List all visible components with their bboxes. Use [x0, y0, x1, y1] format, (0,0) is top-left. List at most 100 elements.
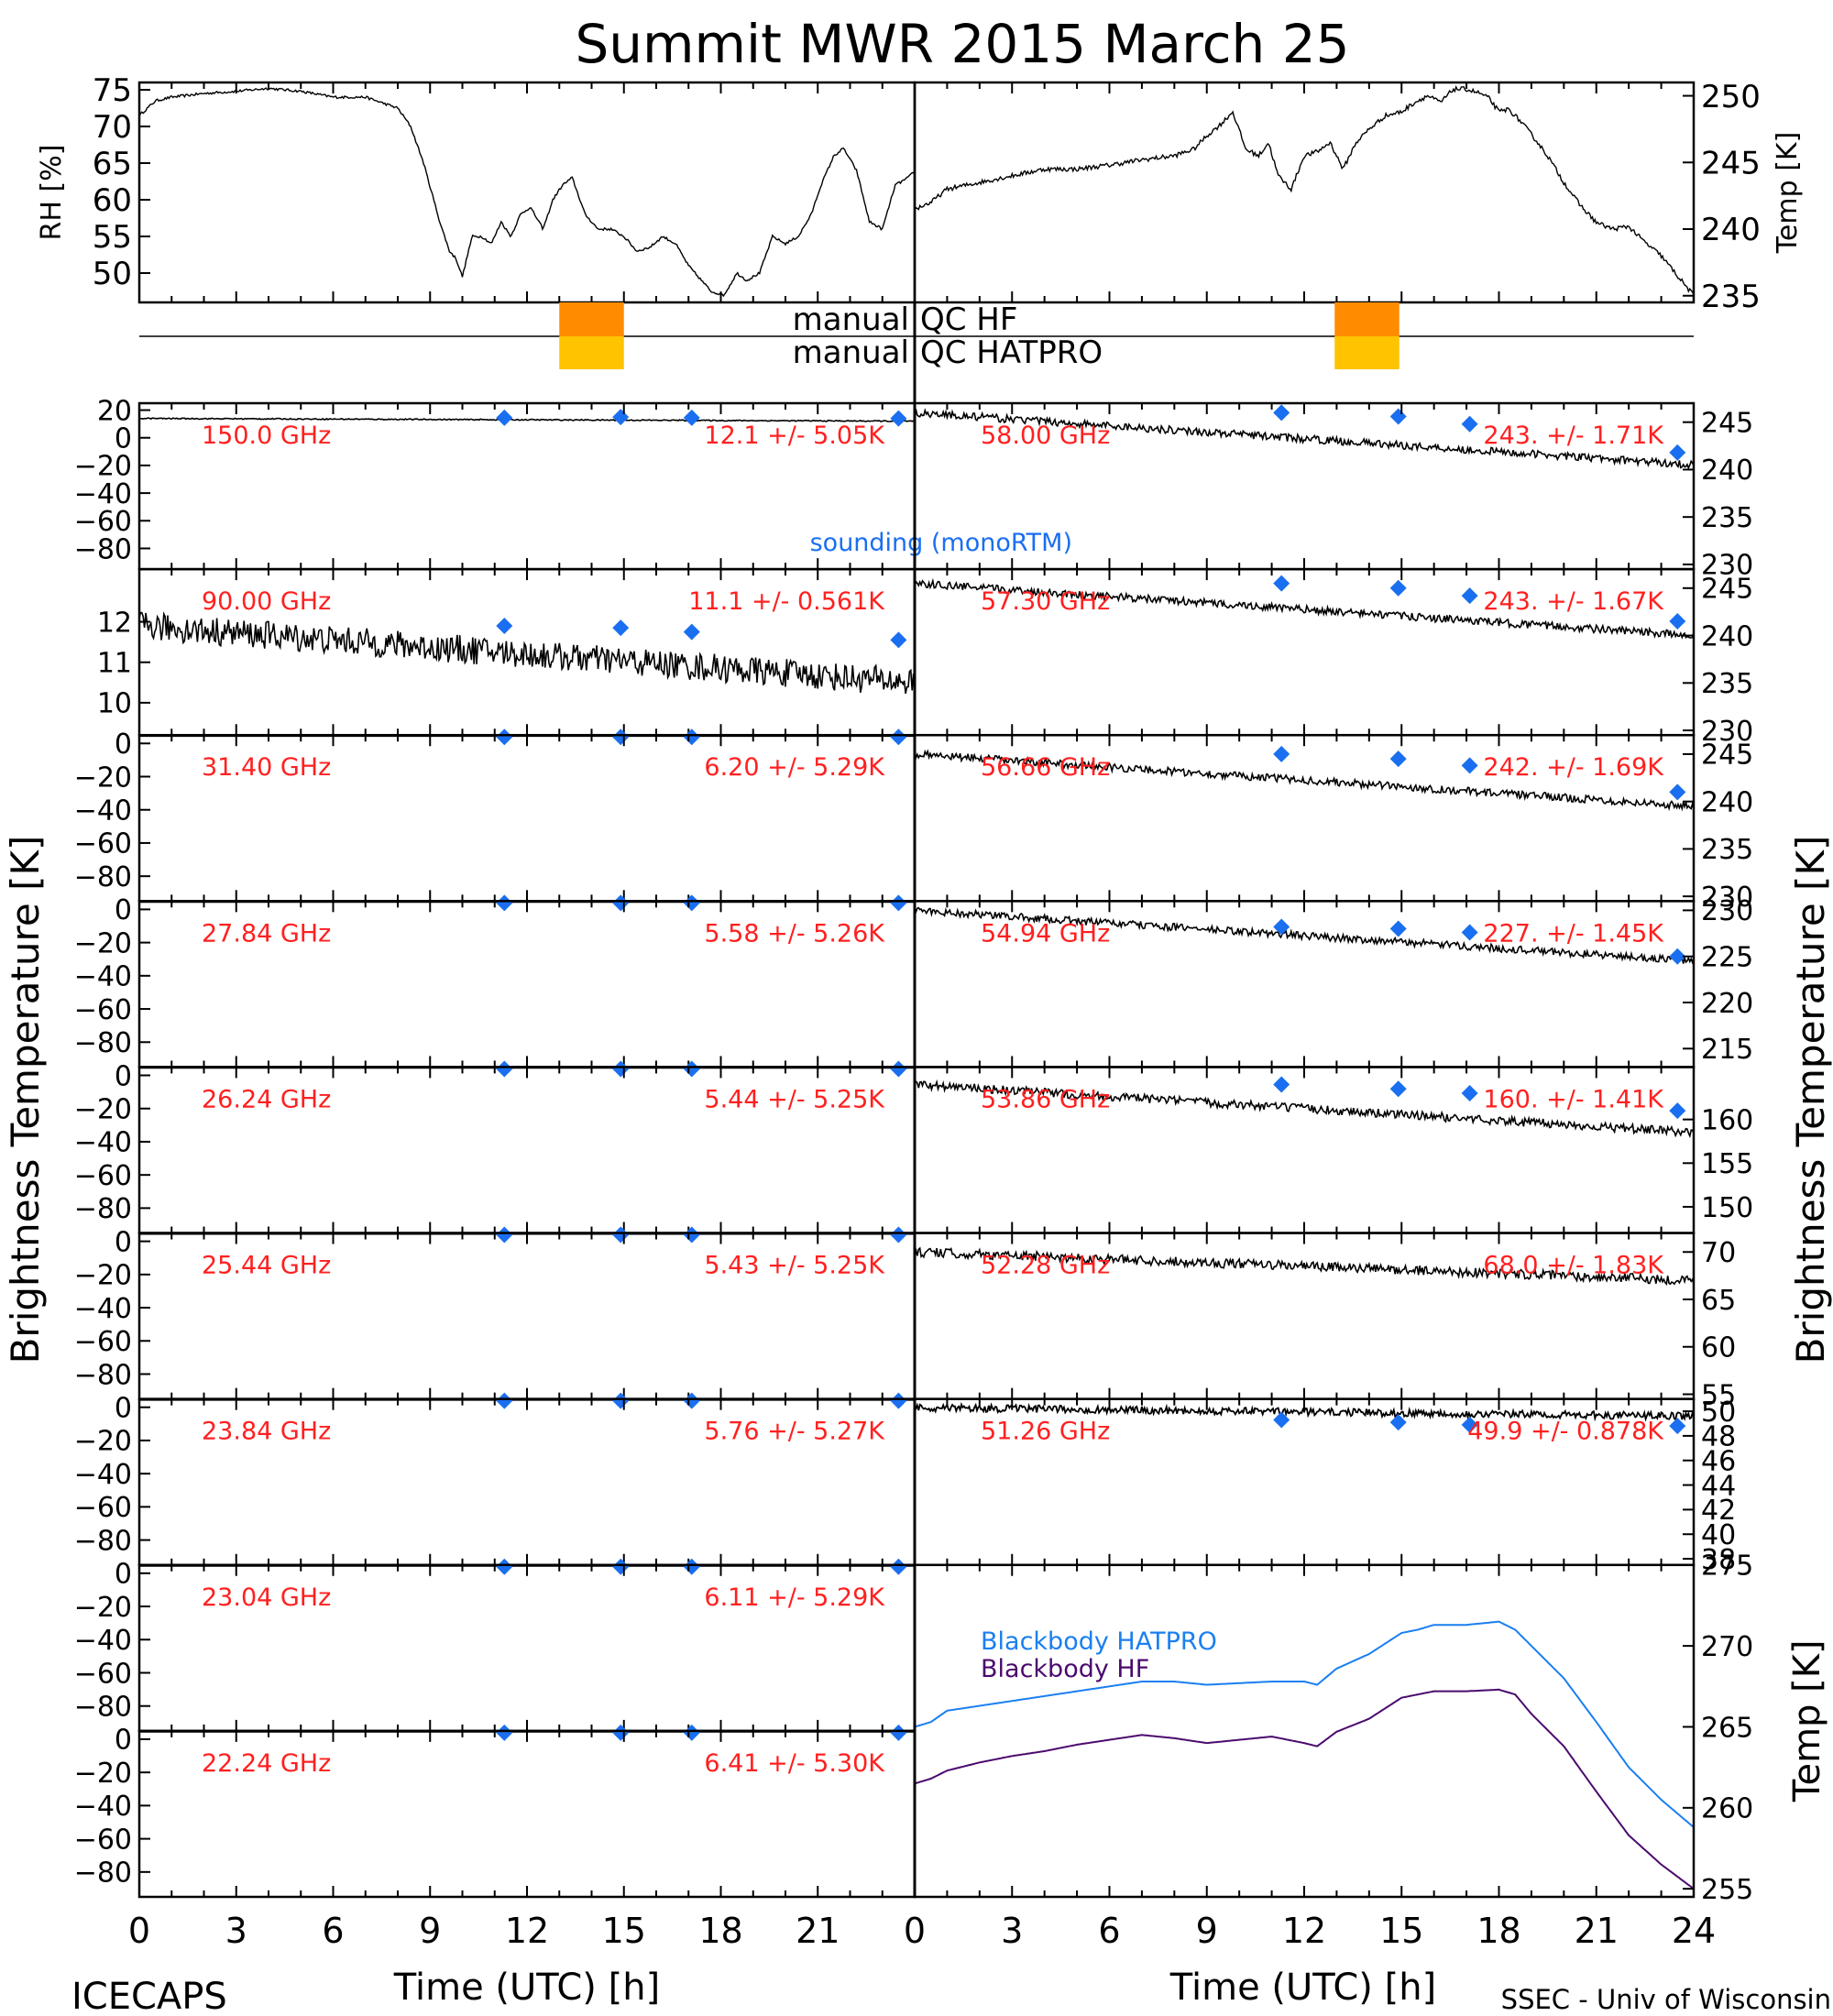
blackbody-frame: [913, 1563, 1696, 1899]
sounding-marker: [496, 1392, 513, 1409]
qc-hf-flag: [559, 302, 624, 336]
blackbody-hf-line: [914, 1688, 1695, 1890]
sounding-marker: [496, 894, 513, 912]
x-tick-label: 0: [904, 1911, 926, 1951]
sounding-marker: [1389, 579, 1407, 597]
sounding-marker: [496, 409, 513, 426]
y-tick-label: 265: [1701, 1712, 1753, 1744]
y-tick-label: 255: [1701, 1874, 1753, 1906]
channel-trace: [914, 749, 1695, 812]
y-tick-label: −20: [74, 1426, 132, 1458]
sounding-marker: [890, 1392, 907, 1409]
x-tick-label: 15: [602, 1911, 646, 1951]
sounding-marker: [890, 1226, 907, 1244]
y-tick-label: 50: [1701, 1397, 1736, 1429]
x-tick-label: 0: [128, 1911, 150, 1951]
channel-stats: 12.1 +/- 5.05K: [704, 422, 885, 450]
channel-stats: 6.41 +/- 5.30K: [704, 1749, 885, 1778]
y-tick-label: 230: [1701, 882, 1753, 914]
channel-stats: 243. +/- 1.71K: [1483, 422, 1664, 450]
x-tick-label: 3: [225, 1911, 247, 1951]
x-tick-label: 3: [1001, 1911, 1023, 1951]
sounding-marker: [612, 1060, 630, 1078]
y-tick-label: −40: [74, 795, 132, 827]
sounding-marker: [1669, 613, 1686, 630]
sounding-marker: [1461, 757, 1478, 774]
y-tick-label: 11: [97, 648, 132, 680]
sounding-marker: [683, 729, 700, 746]
channel-stats: 242. +/- 1.69K: [1483, 753, 1664, 782]
y-tick-label: 0: [115, 1725, 132, 1757]
sounding-marker: [496, 1060, 513, 1078]
y-tick-label: 46: [1701, 1446, 1736, 1478]
y-tick-label: 65: [93, 146, 132, 182]
y-tick-label: 0: [115, 1226, 132, 1258]
sounding-marker: [612, 1392, 630, 1409]
legend-blackbody-hatpro: Blackbody HATPRO: [981, 1627, 1217, 1656]
sounding-marker: [496, 1226, 513, 1244]
channel-stats: 68.0 +/- 1.83K: [1483, 1252, 1664, 1280]
x-axis-label-right: Time (UTC) [h]: [1169, 1967, 1436, 2009]
channel-frequency: 52.28 GHz: [981, 1252, 1110, 1280]
y-tick-label: −60: [74, 828, 132, 860]
y-tick-label: 65: [1701, 1285, 1736, 1317]
channel-frequency: 90.00 GHz: [202, 587, 331, 616]
sounding-marker: [890, 729, 907, 746]
x-tick-label: 18: [1476, 1911, 1520, 1951]
y-tick-label: −80: [74, 1857, 132, 1890]
sounding-marker: [1273, 1076, 1290, 1093]
y-tick-label: 70: [93, 109, 132, 146]
channel-frequency: 57.30 GHz: [981, 587, 1110, 616]
y-tick-label: 260: [1701, 1793, 1753, 1825]
y-tick-label: −60: [74, 1824, 132, 1856]
y-tick-label: 220: [1701, 988, 1753, 1020]
y-tick-label: 60: [1701, 1332, 1736, 1364]
y-tick-label: −60: [74, 994, 132, 1026]
sounding-marker: [683, 894, 700, 912]
channel-frequency: 23.84 GHz: [202, 1418, 331, 1446]
sounding-marker: [683, 1392, 700, 1409]
channel-stats: 49.9 +/- 0.878K: [1467, 1418, 1664, 1446]
y-tick-label: 240: [1701, 786, 1753, 818]
footer-project: ICECAPS: [71, 1976, 227, 2016]
sounding-marker: [890, 894, 907, 912]
sounding-marker: [1389, 920, 1407, 937]
qc-hatpro-label-right: QC HATPRO: [920, 334, 1103, 371]
legend-blackbody-hf: Blackbody HF: [981, 1655, 1149, 1683]
y-tick-label: −40: [74, 1625, 132, 1657]
x-tick-label: 12: [1282, 1911, 1326, 1951]
sounding-marker: [683, 623, 700, 641]
sounding-marker: [890, 1558, 907, 1575]
x-tick-label: 24: [1672, 1911, 1716, 1951]
x-tick-label: 6: [1098, 1911, 1120, 1951]
channel-frequency: 26.24 GHz: [202, 1085, 331, 1113]
channel-frequency: 27.84 GHz: [202, 919, 331, 948]
y-tick-label: −80: [74, 1027, 132, 1059]
sounding-marker: [1273, 575, 1290, 592]
y-tick-label: −20: [74, 927, 132, 959]
y-tick-label: 230: [1701, 716, 1753, 748]
y-tick-label: 235: [1701, 502, 1753, 534]
y-tick-label: 245: [1701, 574, 1753, 606]
channel-frequency: 25.44 GHz: [202, 1252, 331, 1280]
y-tick-label: 48: [1701, 1421, 1736, 1453]
sounding-marker: [1461, 1085, 1478, 1102]
sounding-marker: [612, 1558, 630, 1575]
y-tick-label: 55: [93, 219, 132, 256]
y-tick-label: 10: [97, 688, 132, 720]
y-tick-label: −20: [74, 1592, 132, 1624]
channel-trace: [914, 577, 1695, 640]
sounding-marker: [496, 1724, 513, 1741]
y-tick-label: −60: [74, 1326, 132, 1358]
sounding-marker: [1389, 1414, 1407, 1431]
y-tick-label: −80: [74, 1525, 132, 1557]
temp-line: [914, 84, 1695, 295]
sounding-marker: [1389, 1080, 1407, 1098]
sounding-marker: [496, 1558, 513, 1575]
rh-line: [138, 87, 916, 298]
channel-stats: 243. +/- 1.67K: [1483, 587, 1664, 616]
y-tick-label: 235: [1701, 279, 1761, 315]
channel-frequency: 22.24 GHz: [202, 1749, 331, 1778]
